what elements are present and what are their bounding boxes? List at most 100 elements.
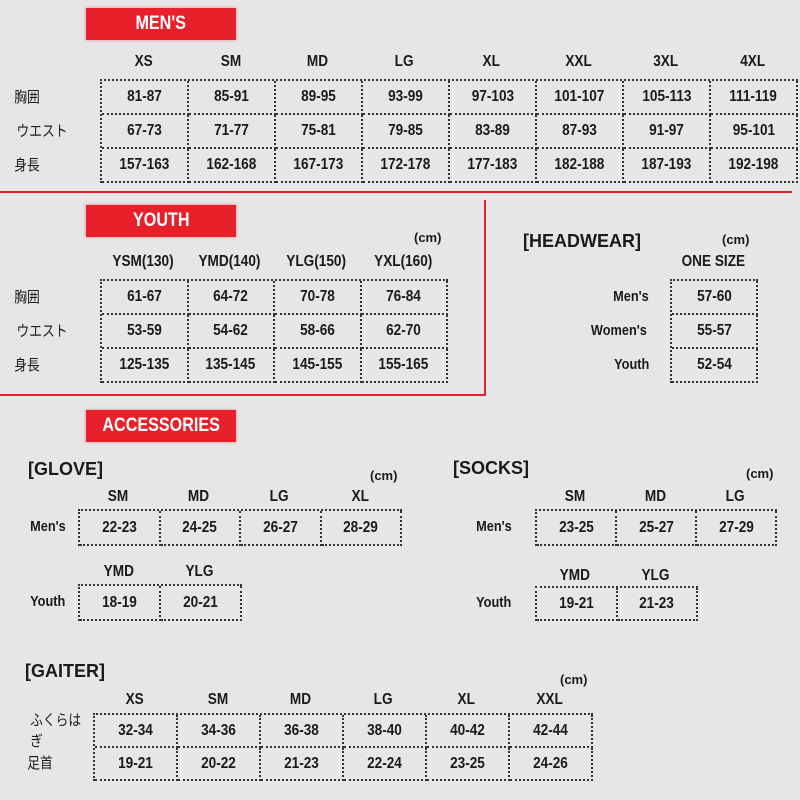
gaiter-title: [GAITER] <box>25 661 105 681</box>
gaiter-cell-text: 20-22 <box>201 754 236 772</box>
mens-cell-text: 85-91 <box>214 88 249 105</box>
mens-cell: 105-113 <box>624 81 711 115</box>
divider <box>0 191 792 193</box>
socks-youth-cell-text: 19-21 <box>558 594 594 612</box>
glove-mens-column-header: LG <box>239 488 320 506</box>
gaiter-cell: 23-25 <box>427 748 510 781</box>
youth-cell-text: 145-155 <box>292 356 343 373</box>
youth-cell: 70-78 <box>275 281 362 315</box>
mens-row-label-text: ウエスト <box>16 122 68 140</box>
glove-mens-column-header-text: LG <box>269 488 289 505</box>
headwear-cell-text: 52-54 <box>696 356 732 373</box>
mens-banner: MEN'S <box>86 8 236 40</box>
gaiter-row-label: 足首 <box>25 746 93 779</box>
glove-mens-row-label: Men's <box>27 509 77 544</box>
gaiter-cell: 36-38 <box>261 715 344 748</box>
accessories-banner: ACCESSORIES <box>86 410 236 442</box>
mens-cell-text: 101-107 <box>554 88 605 105</box>
mens-cell-text: 105-113 <box>641 88 692 105</box>
mens-cell: 157-163 <box>102 149 189 183</box>
mens-cell-text: 162-168 <box>206 156 257 173</box>
mens-cell: 93-99 <box>363 81 450 115</box>
mens-cell: 101-107 <box>537 81 624 115</box>
glove-mens-cell: 28-29 <box>321 511 402 546</box>
gaiter-column-header: XL <box>425 691 508 709</box>
mens-cell: 177-183 <box>450 149 537 183</box>
youth-row-label-text: 胸囲 <box>14 288 40 306</box>
mens-cell-text: 182-188 <box>554 156 605 173</box>
gaiter-cell: 20-22 <box>178 748 261 781</box>
glove-mens-cell-text: 22-23 <box>101 518 137 536</box>
glove-unit: (cm) <box>370 468 398 483</box>
youth-cell-text: 54-62 <box>213 322 249 339</box>
youth-cell-text: 62-70 <box>386 322 422 339</box>
gaiter-cell: 22-24 <box>344 748 427 781</box>
headwear-column-header: ONE SIZE <box>670 253 756 271</box>
socks-mens-row-label: Men's <box>473 509 533 544</box>
youth-cell-text: 155-165 <box>378 356 429 373</box>
socks-youth-row-label: Youth <box>473 586 533 619</box>
youth-row-label: ウエスト <box>12 313 97 347</box>
socks-youth-table: 19-21 21-23 <box>535 586 698 621</box>
youth-cell-text: 125-135 <box>119 356 170 373</box>
socks-unit: (cm) <box>746 466 774 481</box>
glove-title: [GLOVE] <box>28 459 103 479</box>
socks-mens-column-header-text: MD <box>644 488 666 505</box>
mens-row-label: 胸囲 <box>12 79 97 113</box>
divider <box>0 394 486 396</box>
glove-youth-cell: 20-21 <box>161 586 242 621</box>
headwear-column-header-text: ONE SIZE <box>681 253 745 270</box>
headwear-row-label: Women's <box>560 313 652 347</box>
gaiter-column-header-text: LG <box>374 691 393 708</box>
youth-cell-text: 64-72 <box>213 288 249 305</box>
youth-row-label: 身長 <box>12 347 97 381</box>
socks-mens-cell: 23-25 <box>537 511 617 546</box>
gaiter-unit: (cm) <box>560 672 588 687</box>
socks-mens-column-header: LG <box>695 488 775 506</box>
mens-cell-text: 71-77 <box>214 122 249 139</box>
glove-mens-cell: 26-27 <box>241 511 322 546</box>
gaiter-column-header: XXL <box>508 691 591 709</box>
socks-mens-cell-text: 27-29 <box>718 518 754 536</box>
mens-cell: 162-168 <box>189 149 276 183</box>
mens-cell-text: 111-119 <box>729 88 778 105</box>
gaiter-cell-text: 40-42 <box>450 721 485 739</box>
glove-mens-column-header-text: SM <box>108 488 129 505</box>
gaiter-cell-text: 24-26 <box>533 754 568 772</box>
gaiter-cell-text: 32-34 <box>118 721 153 739</box>
youth-cell: 125-135 <box>102 349 189 383</box>
mens-table: 81-87 85-91 89-95 93-99 97-103 101-107 105-113… <box>100 79 798 183</box>
mens-column-header: MD <box>274 53 361 71</box>
headwear-cell: 52-54 <box>672 349 758 383</box>
gaiter-row-label-text: ふくらはぎ <box>30 711 82 750</box>
mens-cell: 83-89 <box>450 115 537 149</box>
glove-mens-cell-text: 26-27 <box>262 518 298 536</box>
mens-cell-text: 87-93 <box>562 122 597 139</box>
glove-mens-cell: 22-23 <box>80 511 161 546</box>
youth-column-header: YSM(130) <box>100 253 187 271</box>
mens-column-header-text: 3XL <box>653 53 678 70</box>
socks-youth-cell: 19-21 <box>537 588 618 621</box>
socks-mens-cell-text: 25-27 <box>638 518 674 536</box>
gaiter-cell-text: 23-25 <box>450 754 485 772</box>
mens-cell-text: 81-87 <box>127 88 162 105</box>
mens-cell: 87-93 <box>537 115 624 149</box>
socks-title: [SOCKS] <box>453 458 529 478</box>
socks-mens-column-header-text: LG <box>725 488 745 505</box>
mens-column-header: XS <box>100 53 187 71</box>
mens-cell-text: 89-95 <box>301 88 336 105</box>
mens-cell-text: 97-103 <box>471 88 514 105</box>
glove-youth-column-header-text: YLG <box>185 563 214 580</box>
gaiter-cell: 21-23 <box>261 748 344 781</box>
youth-cell-text: 70-78 <box>299 288 335 305</box>
mens-row-label: 身長 <box>12 147 97 181</box>
socks-mens-cell-text: 23-25 <box>558 518 594 536</box>
youth-cell: 58-66 <box>275 315 362 349</box>
gaiter-cell-text: 42-44 <box>533 721 568 739</box>
gaiter-cell: 19-21 <box>95 748 178 781</box>
socks-youth-column-header-text: YLG <box>641 567 670 584</box>
socks-youth-cell-text: 21-23 <box>639 594 675 612</box>
socks-youth-cell: 21-23 <box>617 588 698 621</box>
headwear-row-label: Men's <box>560 279 652 313</box>
mens-column-header: LG <box>361 53 448 71</box>
